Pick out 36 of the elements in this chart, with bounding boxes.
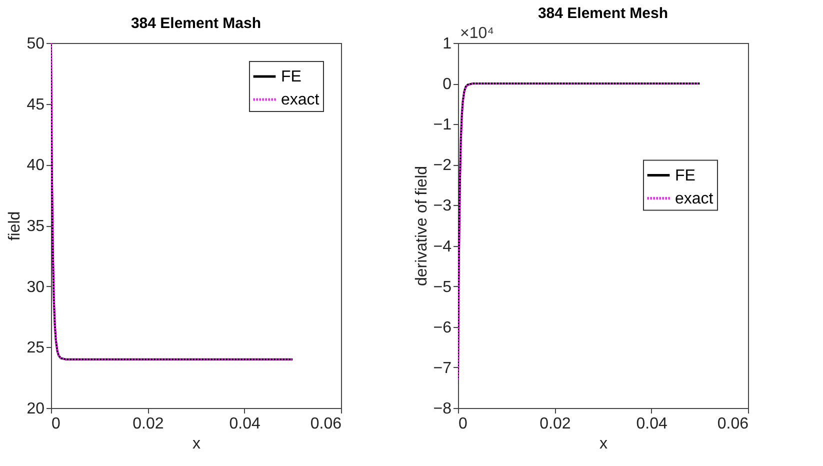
legend-label: FE bbox=[675, 167, 696, 184]
y-axis-title: derivative of field bbox=[413, 166, 430, 286]
y-tick-label: 35 bbox=[26, 218, 45, 235]
chart-title: 384 Element Mash bbox=[130, 15, 262, 32]
x-tick-label: 0 bbox=[458, 416, 468, 432]
y-tick-label: −2 bbox=[433, 157, 452, 174]
y-tick-label: −7 bbox=[433, 360, 452, 377]
legend-label: exact bbox=[281, 92, 320, 108]
y-tick-label: −8 bbox=[433, 400, 452, 418]
chart-title: 384 Element Mesh bbox=[538, 5, 668, 22]
x-tick-label: 0.06 bbox=[310, 416, 342, 432]
x-tick-label: 0.02 bbox=[132, 416, 164, 432]
y-tick-label: −1 bbox=[433, 116, 452, 134]
y-tick-label: −6 bbox=[433, 319, 452, 336]
legend-label: FE bbox=[281, 68, 302, 86]
y-axis-title: field bbox=[6, 211, 24, 241]
x-tick-label: 0 bbox=[52, 416, 60, 432]
y-tick-label: −4 bbox=[433, 238, 452, 256]
x-tick-label: 0.04 bbox=[636, 416, 668, 432]
y-tick-label: −3 bbox=[433, 198, 452, 215]
x-tick-label: 0.04 bbox=[229, 416, 261, 432]
x-axis-title: x bbox=[600, 436, 608, 452]
x-tick-label: 0.02 bbox=[540, 416, 571, 432]
y-tick-label: 25 bbox=[26, 340, 45, 357]
y-tick-label: 20 bbox=[26, 400, 45, 418]
y-tick-label: 45 bbox=[26, 96, 45, 114]
x-axis-title: x bbox=[192, 436, 200, 452]
legend-label: exact bbox=[675, 190, 714, 208]
y-tick-label: 40 bbox=[26, 157, 45, 174]
text: ×10⁴ bbox=[460, 25, 494, 42]
y-tick-label: −5 bbox=[433, 278, 452, 296]
y-tick-label: 0 bbox=[442, 76, 452, 94]
y-tick-label: 30 bbox=[26, 278, 45, 296]
y-tick-label: 50 bbox=[26, 36, 45, 52]
y-tick-label: 1 bbox=[442, 36, 452, 52]
x-tick-label: 0.06 bbox=[717, 416, 749, 432]
